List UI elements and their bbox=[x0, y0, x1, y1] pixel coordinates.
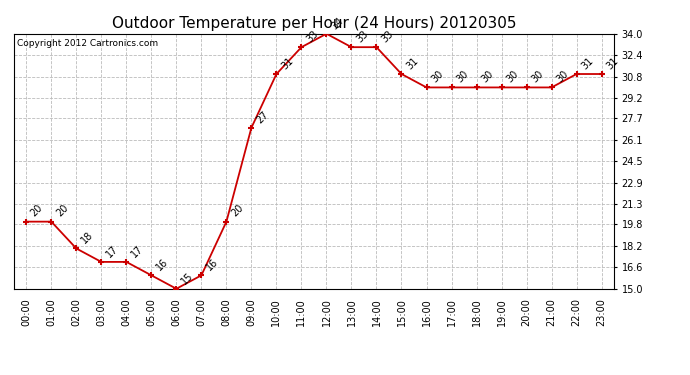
Text: 18: 18 bbox=[79, 230, 95, 246]
Text: 34: 34 bbox=[329, 15, 345, 31]
Text: 27: 27 bbox=[254, 109, 270, 125]
Text: 16: 16 bbox=[204, 257, 220, 273]
Text: 30: 30 bbox=[429, 69, 445, 85]
Text: Copyright 2012 Cartronics.com: Copyright 2012 Cartronics.com bbox=[17, 39, 158, 48]
Title: Outdoor Temperature per Hour (24 Hours) 20120305: Outdoor Temperature per Hour (24 Hours) … bbox=[112, 16, 516, 31]
Text: 31: 31 bbox=[604, 56, 620, 71]
Text: 20: 20 bbox=[29, 203, 45, 219]
Text: 33: 33 bbox=[380, 28, 395, 44]
Text: 30: 30 bbox=[529, 69, 545, 85]
Text: 16: 16 bbox=[154, 257, 170, 273]
Text: 31: 31 bbox=[404, 56, 420, 71]
Text: 17: 17 bbox=[104, 243, 120, 259]
Text: 30: 30 bbox=[454, 69, 470, 85]
Text: 33: 33 bbox=[354, 28, 370, 44]
Text: 33: 33 bbox=[304, 28, 320, 44]
Text: 20: 20 bbox=[54, 203, 70, 219]
Text: 31: 31 bbox=[279, 56, 295, 71]
Text: 30: 30 bbox=[480, 69, 495, 85]
Text: 31: 31 bbox=[580, 56, 595, 71]
Text: 30: 30 bbox=[504, 69, 520, 85]
Text: 30: 30 bbox=[554, 69, 570, 85]
Text: 20: 20 bbox=[229, 203, 245, 219]
Text: 15: 15 bbox=[179, 270, 195, 286]
Text: 17: 17 bbox=[129, 243, 145, 259]
